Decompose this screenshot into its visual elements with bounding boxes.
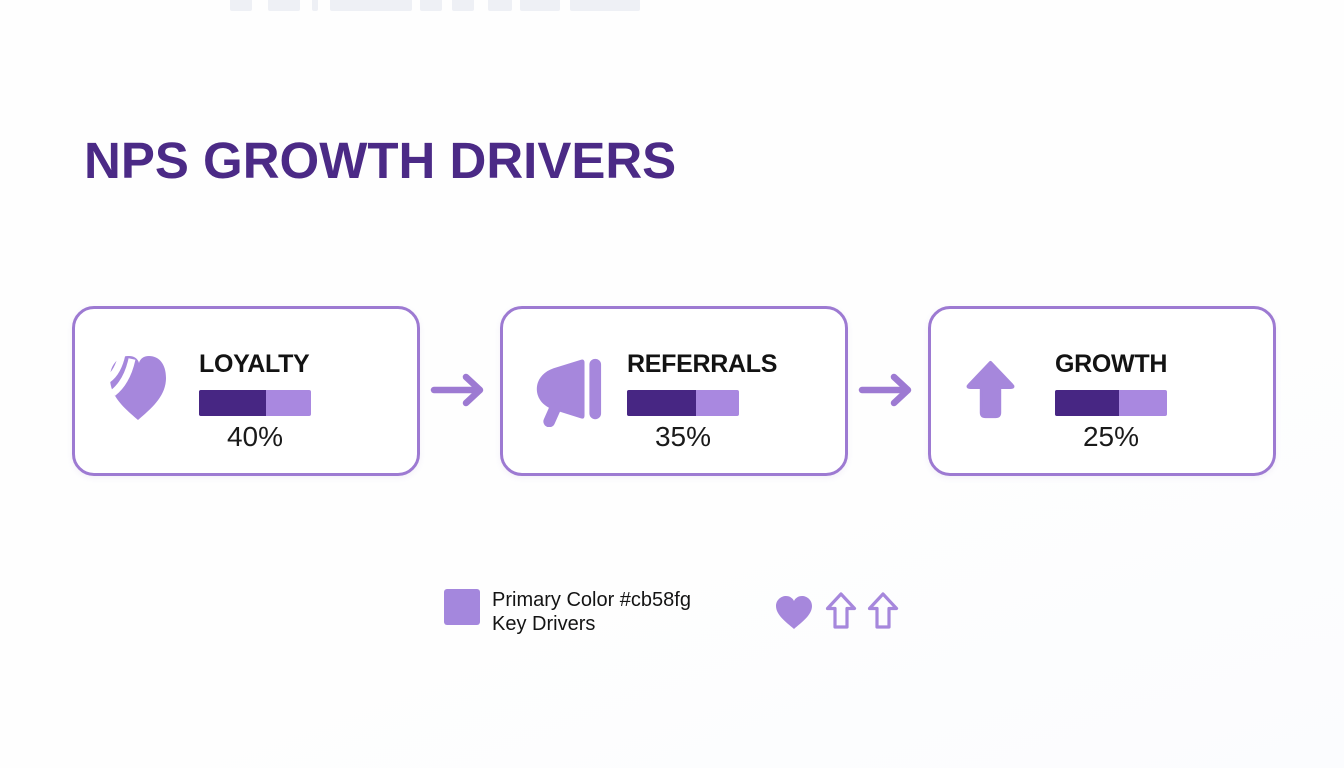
driver-card-loyalty: LOYALTY 40%	[72, 306, 420, 476]
arrow-up-outline-icon	[824, 591, 858, 631]
color-swatch	[444, 589, 480, 625]
progress-bar-fill	[1055, 390, 1119, 416]
legend-line1: Primary Color #cb58fg	[492, 589, 691, 611]
progress-bar-fill	[199, 390, 267, 416]
arrow-right-icon	[858, 370, 916, 410]
progress-bar-fill	[627, 390, 697, 416]
driver-card-growth: GROWTH 25%	[928, 306, 1276, 476]
driver-label: GROWTH	[1055, 350, 1168, 378]
progress-bar	[199, 390, 311, 416]
driver-value: 35%	[654, 421, 712, 452]
legend-line2: Key Drivers	[492, 613, 596, 635]
driver-label: LOYALTY	[199, 350, 310, 378]
progress-bar	[1055, 390, 1167, 416]
driver-value: 25%	[1082, 421, 1140, 452]
heart-icon	[774, 595, 814, 631]
arrow-up-outline-icon	[866, 591, 900, 631]
driver-value: 40%	[226, 421, 284, 452]
driver-label: REFERRALS	[627, 350, 778, 378]
megaphone-icon	[530, 353, 604, 428]
page-title: NPS GROWTH DRIVERS	[84, 132, 677, 189]
cropped-text-artifact	[230, 0, 650, 11]
arrow-up-icon	[965, 359, 1016, 419]
arrow-right-icon	[430, 370, 488, 410]
driver-card-referrals: REFERRALS 35%	[500, 306, 848, 476]
heart-icon	[104, 349, 170, 427]
progress-bar	[627, 390, 739, 416]
